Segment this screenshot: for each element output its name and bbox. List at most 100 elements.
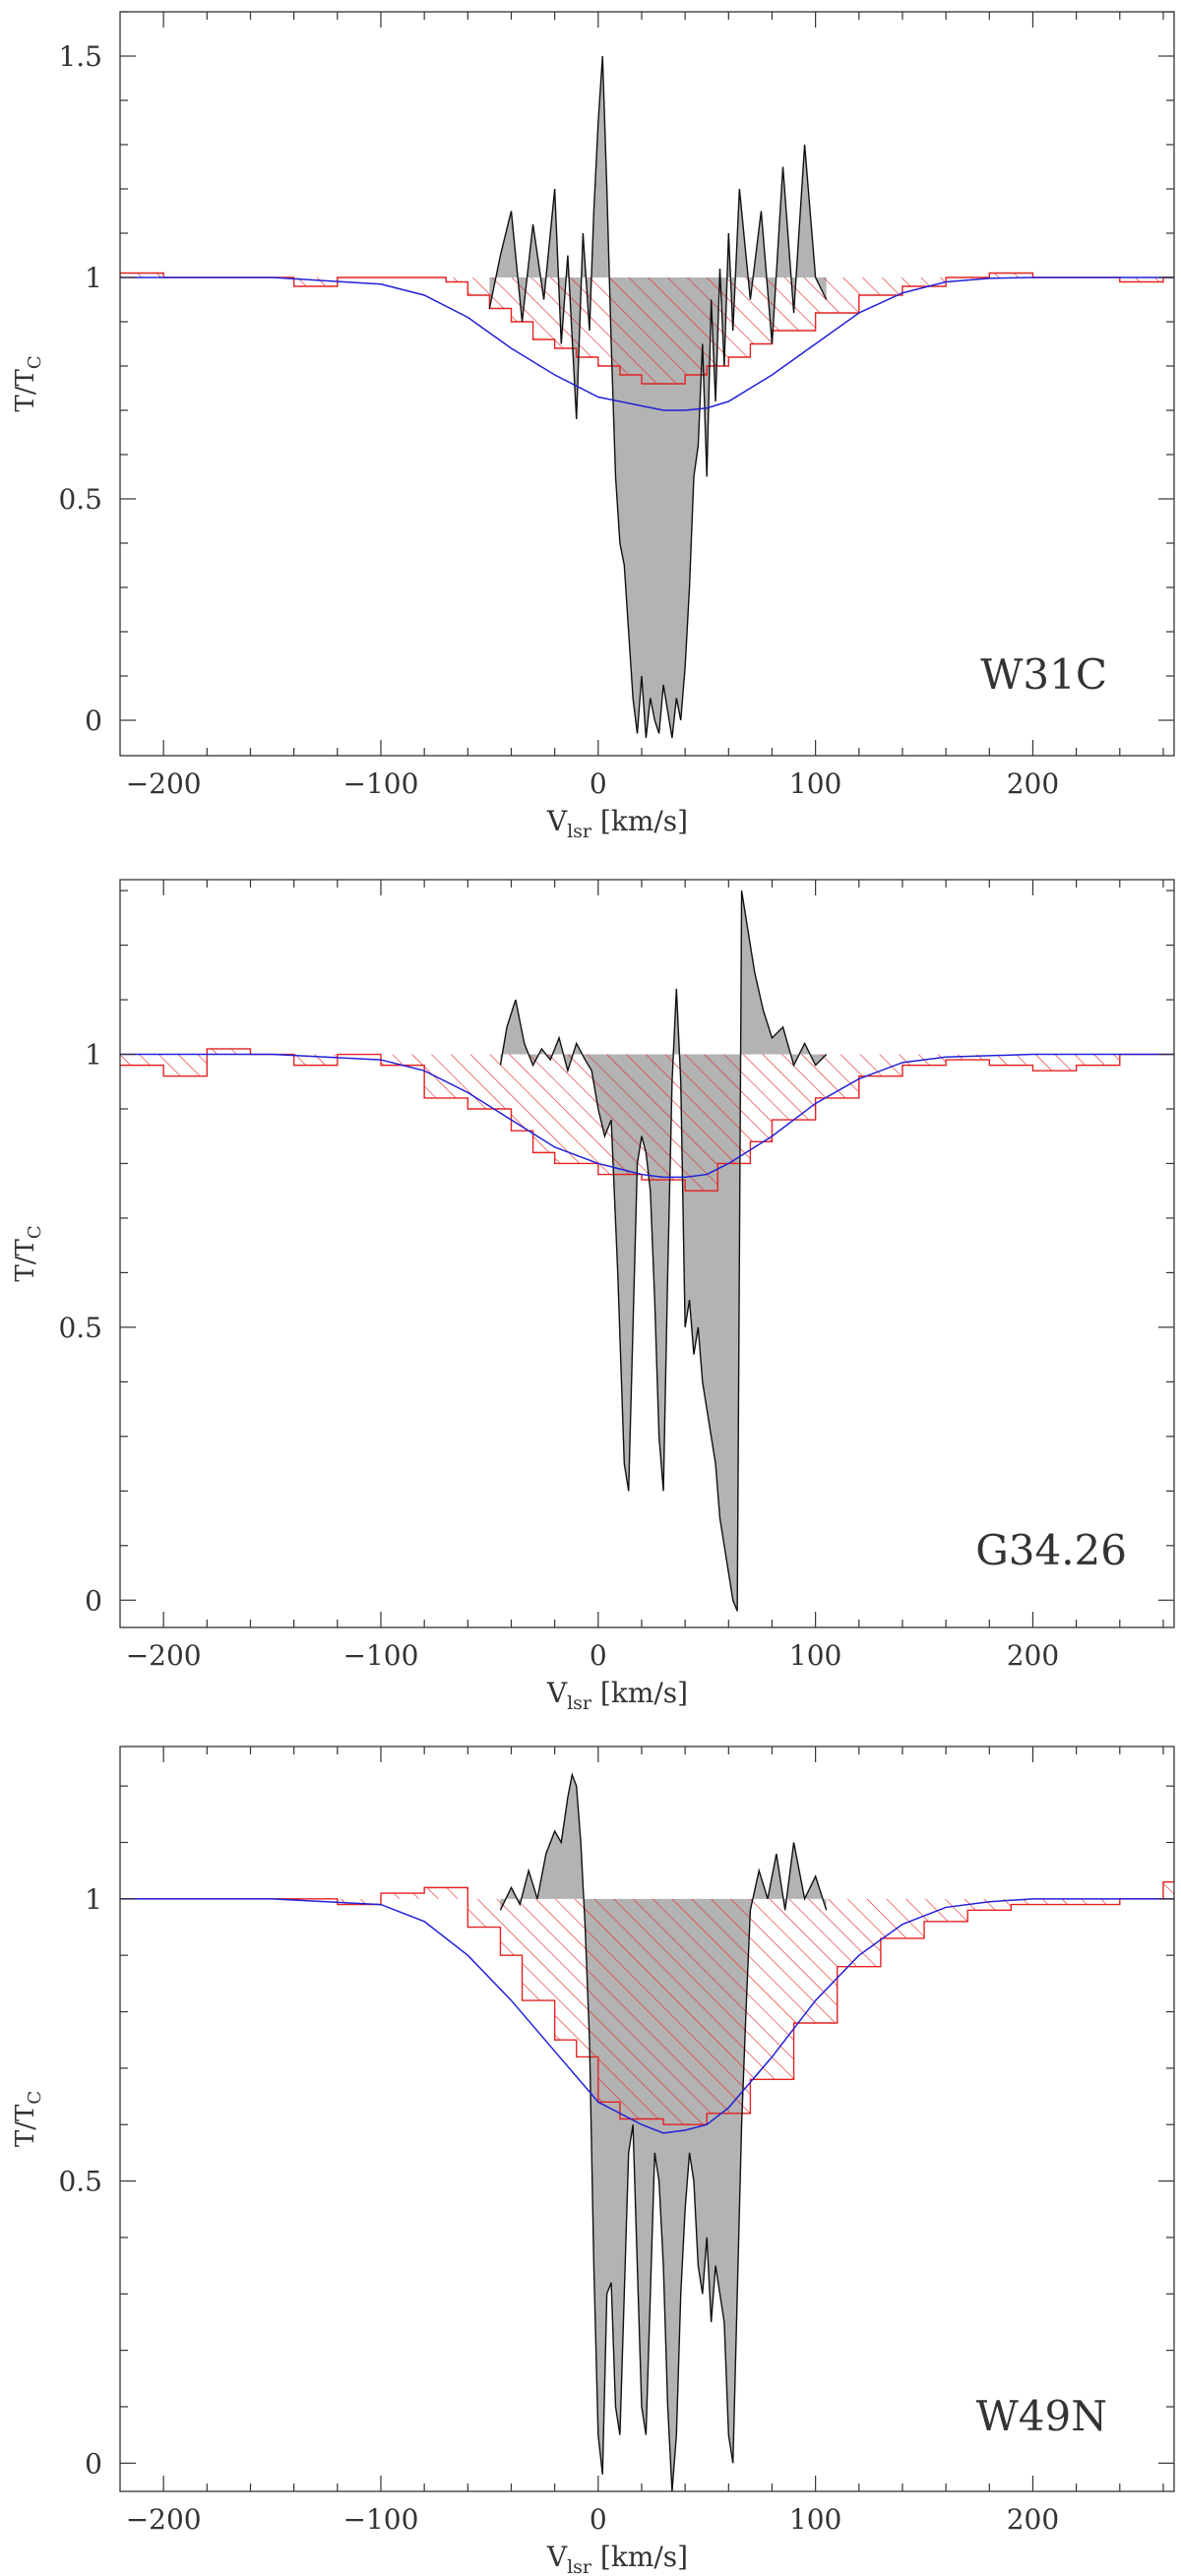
- histogram-bin: [532, 277, 555, 339]
- y-tick-label: 0.5: [58, 1312, 102, 1344]
- spectrum-line: [499, 889, 828, 1612]
- x-tick-label: 200: [1007, 2503, 1059, 2536]
- histogram-bin: [424, 1887, 468, 1899]
- spectrum-fill: [489, 56, 827, 738]
- histogram-bin: [467, 1054, 512, 1109]
- histogram-bin: [163, 1054, 208, 1076]
- x-tick-label: 0: [590, 767, 607, 800]
- x-tick-label: 100: [789, 2503, 841, 2536]
- x-tick-label: −100: [343, 767, 419, 800]
- histogram-bin: [207, 1048, 251, 1055]
- histogram-bin: [1076, 1054, 1120, 1066]
- histogram-outline: [120, 272, 1174, 385]
- histogram-bin: [467, 1898, 501, 1928]
- histogram-bin: [685, 1054, 718, 1192]
- plot-frame: [119, 879, 1175, 1628]
- x-tick-label: −200: [126, 1639, 202, 1672]
- histogram-bin: [597, 277, 620, 366]
- histogram-bin: [641, 277, 664, 384]
- y-axis-label: T/TC: [11, 2091, 45, 2147]
- histogram-bin: [663, 1898, 708, 2125]
- y-axis-label: T/TC: [11, 355, 45, 411]
- histogram-bin: [597, 1054, 642, 1175]
- histogram-bin: [858, 277, 902, 295]
- model-curve: [120, 276, 1174, 411]
- histogram-bin: [1011, 1898, 1077, 1905]
- plot-area: [120, 1772, 1174, 2491]
- histogram-bin: [815, 277, 859, 313]
- histogram-bin: [293, 1054, 338, 1066]
- spectrum-fill: [500, 890, 827, 1612]
- histogram-bin: [597, 1898, 620, 2103]
- histogram-bin: [1162, 1881, 1174, 1899]
- x-tick-label: 0: [590, 1639, 607, 1672]
- histogram-bin: [717, 1054, 751, 1164]
- model-curve: [120, 1053, 1174, 1179]
- x-tick-label: −100: [343, 1639, 419, 1672]
- histogram-bin: [120, 273, 164, 277]
- x-tick-label: 200: [1007, 767, 1059, 800]
- histogram-bin: [446, 277, 468, 282]
- histogram-bin: [858, 1054, 902, 1076]
- histogram-outline: [120, 1048, 1174, 1192]
- x-tick-label: 0: [590, 2503, 607, 2536]
- y-tick-label: 1: [85, 1883, 102, 1916]
- source-label: W49N: [976, 2392, 1107, 2440]
- x-axis-label: Vlsr [km/s]: [546, 2541, 688, 2576]
- y-tick-label: 1.5: [58, 40, 102, 73]
- histogram-bin: [967, 1898, 1012, 1911]
- histogram-bin: [511, 1054, 533, 1132]
- histogram-bin: [641, 1054, 686, 1181]
- histogram-bin: [685, 277, 708, 375]
- model-curve: [120, 1898, 1174, 2134]
- y-tick-label: 0: [85, 2447, 102, 2480]
- histogram-bin: [467, 277, 490, 295]
- histogram-bin: [380, 1054, 425, 1066]
- plot-frame: [119, 11, 1175, 757]
- histogram-bin: [120, 1054, 164, 1066]
- x-tick-label: 200: [1007, 1639, 1059, 1672]
- spectrum-line: [488, 55, 828, 739]
- histogram-bin: [293, 277, 338, 286]
- histogram-bin: [901, 277, 947, 286]
- x-tick-label: 100: [789, 1639, 841, 1672]
- histogram-bin: [619, 277, 642, 375]
- histogram-bin: [924, 1898, 968, 1922]
- histogram-bin: [989, 273, 1033, 277]
- histogram-bin: [1076, 1898, 1120, 1905]
- histogram-bin: [837, 1898, 881, 1967]
- y-tick-label: 1: [85, 262, 102, 294]
- y-tick-label: 0.5: [58, 483, 102, 516]
- histogram-bin: [1032, 1054, 1077, 1072]
- histogram-bin: [576, 277, 598, 357]
- x-tick-label: −200: [126, 2503, 202, 2536]
- histogram-bin: [511, 277, 533, 322]
- histogram-bin: [522, 1898, 555, 2001]
- histogram-bin: [554, 1054, 598, 1164]
- x-axis-label: Vlsr [km/s]: [546, 805, 688, 842]
- plot-area: [120, 889, 1174, 1612]
- histogram-bin: [750, 277, 773, 344]
- plot-area: [120, 55, 1174, 739]
- histogram-bin: [500, 1898, 523, 1956]
- y-tick-label: 0.5: [58, 2166, 102, 2198]
- source-label: G34.26: [975, 1526, 1127, 1574]
- chart-panel-2: −200 −100 0 100 200 0 0.5 1 Vlsr [km/s] T/TC W49N: [11, 1746, 1175, 2576]
- histogram-bin: [750, 1898, 794, 2080]
- histogram-bin: [554, 1898, 577, 2041]
- x-tick-label: 100: [789, 767, 841, 800]
- histogram-bin: [619, 1898, 664, 2119]
- y-axis-label: T/TC: [11, 1225, 45, 1281]
- x-tick-label: −100: [343, 2503, 419, 2536]
- plot-frame: [119, 1746, 1175, 2492]
- x-axis-label: Vlsr [km/s]: [546, 1677, 688, 1714]
- y-tick-label: 1: [85, 1039, 102, 1072]
- spectrum-line: [499, 1772, 828, 2491]
- histogram-bin: [424, 1054, 468, 1098]
- histogram-outline: [120, 1880, 1174, 2125]
- chart-panel-0: −200 −100 0 100 200 0 0.5 1 1.5 Vlsr [km/s] T/TC W3…: [11, 11, 1175, 842]
- source-label: W31C: [980, 650, 1107, 699]
- histogram-bin: [1119, 277, 1163, 282]
- histogram-bin: [532, 1054, 555, 1153]
